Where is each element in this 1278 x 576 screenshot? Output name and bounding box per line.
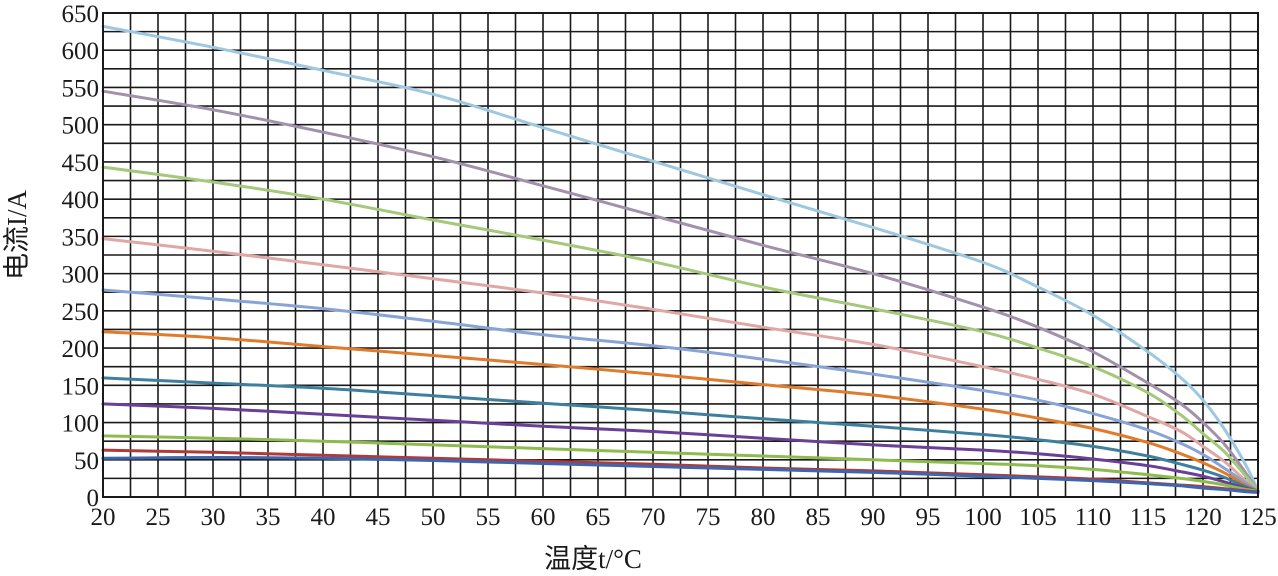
x-tick-label: 100 — [964, 504, 1002, 531]
y-tick-label: 50 — [74, 448, 99, 475]
grid — [102, 12, 1259, 498]
x-tick-label: 115 — [1130, 504, 1167, 531]
x-tick-label: 110 — [1075, 504, 1112, 531]
y-tick-label: 100 — [62, 411, 100, 438]
y-tick-label: 250 — [62, 299, 100, 326]
x-axis-ticks: 20 25 30 35 40 45 50 55 60 65 70 75 80 85 90 95 100 105 11… — [91, 504, 1277, 531]
series-line-6 — [101, 330, 1260, 493]
x-axis-title: 温度t/°C — [544, 544, 642, 574]
series-line-7 — [101, 376, 1260, 493]
x-tick-label: 80 — [751, 504, 776, 531]
y-tick-label: 300 — [62, 262, 100, 289]
series-line-1 — [101, 24, 1260, 493]
y-tick-label: 150 — [62, 373, 100, 400]
y-axis-ticks: 0 50 100 150 200 250 300 350 400 450 500 550 600 650 — [62, 1, 100, 512]
plot-frame — [102, 12, 1259, 498]
series-line-11 — [101, 456, 1260, 494]
y-tick-label: 400 — [62, 187, 100, 214]
y-tick-label: 500 — [62, 113, 100, 140]
y-tick-label: 450 — [62, 150, 100, 177]
x-tick-label: 35 — [256, 504, 281, 531]
x-tick-label: 125 — [1239, 504, 1277, 531]
series-group — [101, 24, 1260, 494]
x-tick-label: 65 — [586, 504, 611, 531]
y-tick-label: 650 — [62, 1, 100, 28]
y-tick-label: 600 — [62, 38, 100, 65]
x-tick-label: 105 — [1019, 504, 1057, 531]
x-tick-label: 95 — [916, 504, 941, 531]
series-line-4 — [101, 237, 1260, 493]
x-tick-label: 120 — [1184, 504, 1222, 531]
x-tick-label: 70 — [641, 504, 666, 531]
series-line-8 — [101, 402, 1260, 493]
series-line-3 — [101, 165, 1260, 493]
x-tick-label: 45 — [366, 504, 391, 531]
y-tick-label: 550 — [62, 75, 100, 102]
x-tick-label: 55 — [476, 504, 501, 531]
x-tick-label: 90 — [861, 504, 886, 531]
x-tick-label: 30 — [201, 504, 226, 531]
y-tick-label: 350 — [62, 224, 100, 251]
x-tick-label: 20 — [91, 504, 116, 531]
series-line-5 — [101, 288, 1260, 493]
x-tick-label: 50 — [421, 504, 446, 531]
x-tick-label: 25 — [146, 504, 171, 531]
x-tick-label: 75 — [696, 504, 721, 531]
series-line-9 — [101, 434, 1260, 493]
x-tick-label: 60 — [531, 504, 556, 531]
series-line-2 — [101, 89, 1260, 493]
x-tick-label: 40 — [311, 504, 336, 531]
y-axis-title: 电流I/A — [2, 190, 32, 280]
y-tick-label: 200 — [62, 336, 100, 363]
y-tick-label: 0 — [87, 485, 100, 512]
x-tick-label: 85 — [806, 504, 831, 531]
